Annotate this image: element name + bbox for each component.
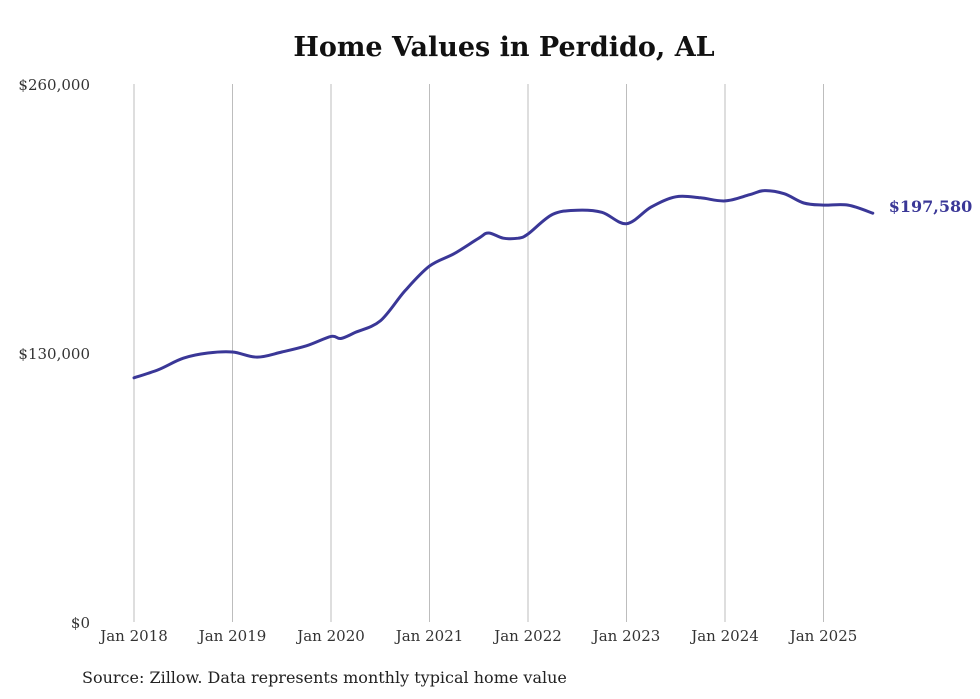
x-tick-label: Jan 2025 — [788, 627, 858, 645]
x-tick-label: Jan 2024 — [689, 627, 759, 645]
source-note: Source: Zillow. Data represents monthly … — [82, 668, 567, 687]
x-tick-label: Jan 2023 — [591, 627, 661, 645]
y-tick-label: $0 — [71, 614, 90, 632]
y-axis-tick-labels: $0 $130,000 $260,000 — [18, 76, 90, 632]
x-tick-label: Jan 2018 — [98, 627, 168, 645]
end-value-label: $197,580 — [889, 197, 973, 216]
chart-title: Home Values in Perdido, AL — [293, 32, 715, 63]
y-tick-label: $130,000 — [18, 345, 90, 363]
x-tick-label: Jan 2019 — [197, 627, 267, 645]
x-tick-label: Jan 2021 — [394, 627, 464, 645]
series-line — [132, 189, 875, 380]
x-tick-label: Jan 2022 — [492, 627, 562, 645]
x-axis-tick-labels: Jan 2018 Jan 2019 Jan 2020 Jan 2021 Jan 2022… — [98, 627, 857, 645]
series-layer — [132, 189, 875, 380]
x-tick-label: Jan 2020 — [295, 627, 365, 645]
y-tick-label: $260,000 — [18, 76, 90, 94]
